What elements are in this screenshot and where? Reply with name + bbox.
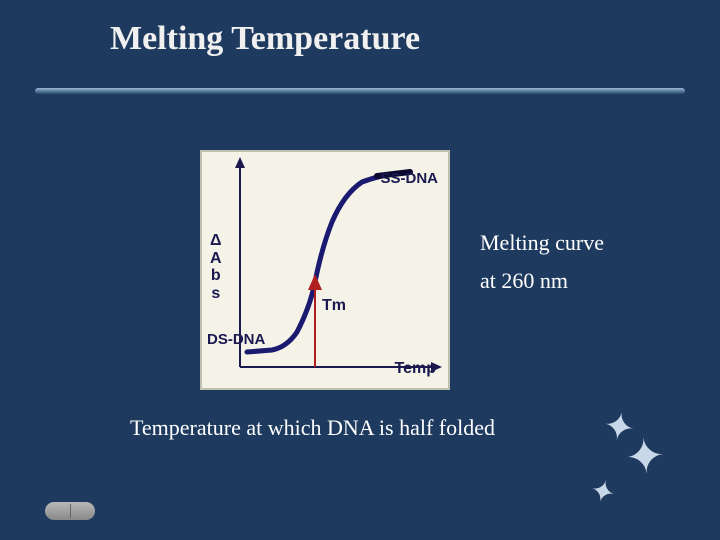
ds-dna-label: DS-DNA xyxy=(207,331,265,348)
y-axis-label: Δ A b s xyxy=(210,232,222,302)
ss-dna-label: SS-DNA xyxy=(380,170,438,187)
side-text-line-2: at 260 nm xyxy=(480,268,568,294)
side-text-line-1: Melting curve xyxy=(480,230,604,256)
slide-title: Melting Temperature xyxy=(110,20,420,58)
star-icon: ✦ xyxy=(622,427,667,486)
x-axis-label: Temp xyxy=(395,360,436,378)
melting-curve-chart: Δ A b s Temp SS-DNA DS-DNA Tm xyxy=(200,150,450,390)
chart-svg xyxy=(202,152,452,392)
nav-pill[interactable] xyxy=(45,502,95,520)
star-icon: ✦ xyxy=(586,472,619,512)
title-underline xyxy=(35,88,685,94)
tm-label: Tm xyxy=(322,297,346,315)
slide-caption: Temperature at which DNA is half folded xyxy=(130,415,495,441)
